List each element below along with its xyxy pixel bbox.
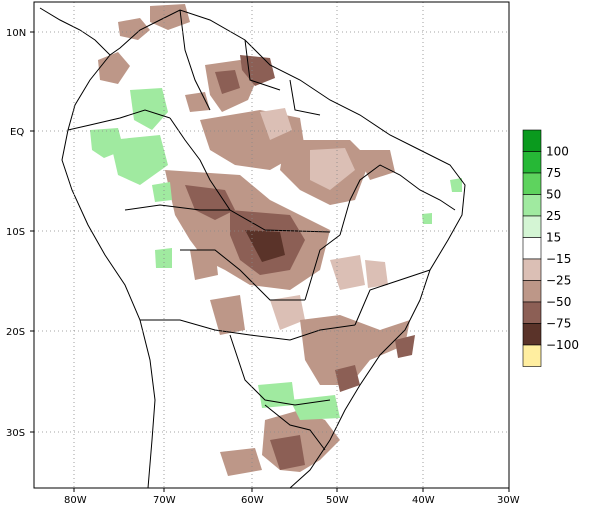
legend-swatch — [522, 280, 542, 303]
legend-label: 15 — [546, 231, 561, 245]
legend-label: −15 — [546, 252, 571, 266]
negative-anomaly-shading — [98, 4, 415, 476]
legend-swatch — [522, 129, 542, 152]
lon-label-30w: 30W — [497, 495, 520, 506]
legend-label: −75 — [546, 317, 571, 331]
legend-label: −50 — [546, 295, 571, 309]
legend-swatch — [522, 323, 542, 346]
lat-label-10s: 10S — [6, 227, 25, 238]
lat-label-20s: 20S — [6, 327, 25, 338]
lon-label-50w: 50W — [326, 495, 349, 506]
legend-label: 25 — [546, 209, 561, 223]
legend-swatch — [522, 151, 542, 174]
legend-label: 75 — [546, 166, 561, 180]
legend-swatch — [522, 258, 542, 281]
coastline-and-borders — [39, 7, 466, 489]
legend-swatch — [522, 344, 542, 367]
legend-swatch — [522, 194, 542, 217]
legend-swatch — [522, 215, 542, 238]
lon-label-60w: 60W — [241, 495, 264, 506]
lat-label-30s: 30S — [6, 428, 25, 439]
legend-label: −100 — [546, 338, 579, 352]
latitude-labels: 10N EQ 10S 20S 30S — [6, 28, 34, 439]
lon-label-80w: 80W — [64, 495, 87, 506]
lat-label-10n: 10N — [6, 28, 26, 39]
legend-label: 50 — [546, 188, 561, 202]
positive-anomaly-shading — [90, 88, 462, 420]
color-legend: 100 75 50 25 15 −15 −25 −50 −75 −100 — [522, 129, 579, 367]
map-frame — [33, 1, 510, 489]
legend-swatch — [522, 301, 542, 324]
lon-label-70w: 70W — [153, 495, 176, 506]
lon-label-40w: 40W — [412, 495, 435, 506]
longitude-labels: 80W 70W 60W 50W 40W 30W — [64, 488, 520, 506]
legend-swatch — [522, 237, 542, 260]
legend-swatch — [522, 172, 542, 195]
legend-label: 100 — [546, 145, 569, 159]
legend-label: −25 — [546, 274, 571, 288]
lat-label-eq: EQ — [10, 127, 24, 138]
